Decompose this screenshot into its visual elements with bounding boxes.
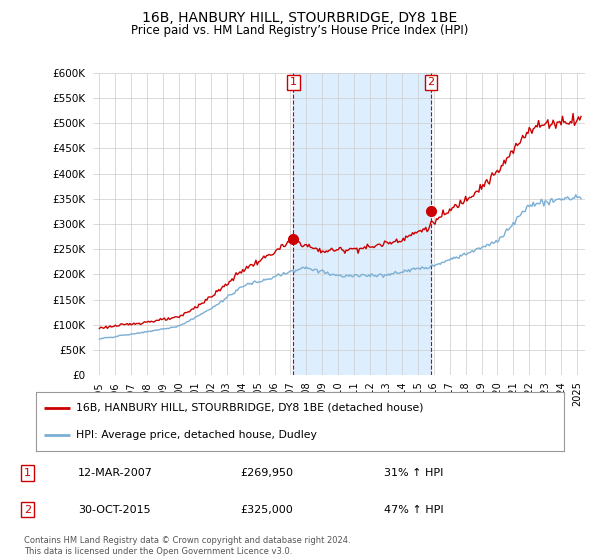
Text: 1: 1 — [24, 468, 31, 478]
Text: 47% ↑ HPI: 47% ↑ HPI — [384, 505, 443, 515]
Text: 12-MAR-2007: 12-MAR-2007 — [78, 468, 153, 478]
Text: £325,000: £325,000 — [240, 505, 293, 515]
Text: 30-OCT-2015: 30-OCT-2015 — [78, 505, 151, 515]
Text: 31% ↑ HPI: 31% ↑ HPI — [384, 468, 443, 478]
Text: 2: 2 — [427, 77, 434, 87]
Bar — [293, 73, 431, 375]
Text: 1: 1 — [290, 77, 297, 87]
Text: £269,950: £269,950 — [240, 468, 293, 478]
Text: 16B, HANBURY HILL, STOURBRIDGE, DY8 1BE (detached house): 16B, HANBURY HILL, STOURBRIDGE, DY8 1BE … — [76, 403, 423, 413]
Text: 2: 2 — [24, 505, 31, 515]
Text: Price paid vs. HM Land Registry’s House Price Index (HPI): Price paid vs. HM Land Registry’s House … — [131, 24, 469, 36]
Text: HPI: Average price, detached house, Dudley: HPI: Average price, detached house, Dudl… — [76, 430, 316, 440]
Text: Contains HM Land Registry data © Crown copyright and database right 2024.
This d: Contains HM Land Registry data © Crown c… — [24, 536, 350, 556]
Text: 16B, HANBURY HILL, STOURBRIDGE, DY8 1BE: 16B, HANBURY HILL, STOURBRIDGE, DY8 1BE — [142, 11, 458, 25]
